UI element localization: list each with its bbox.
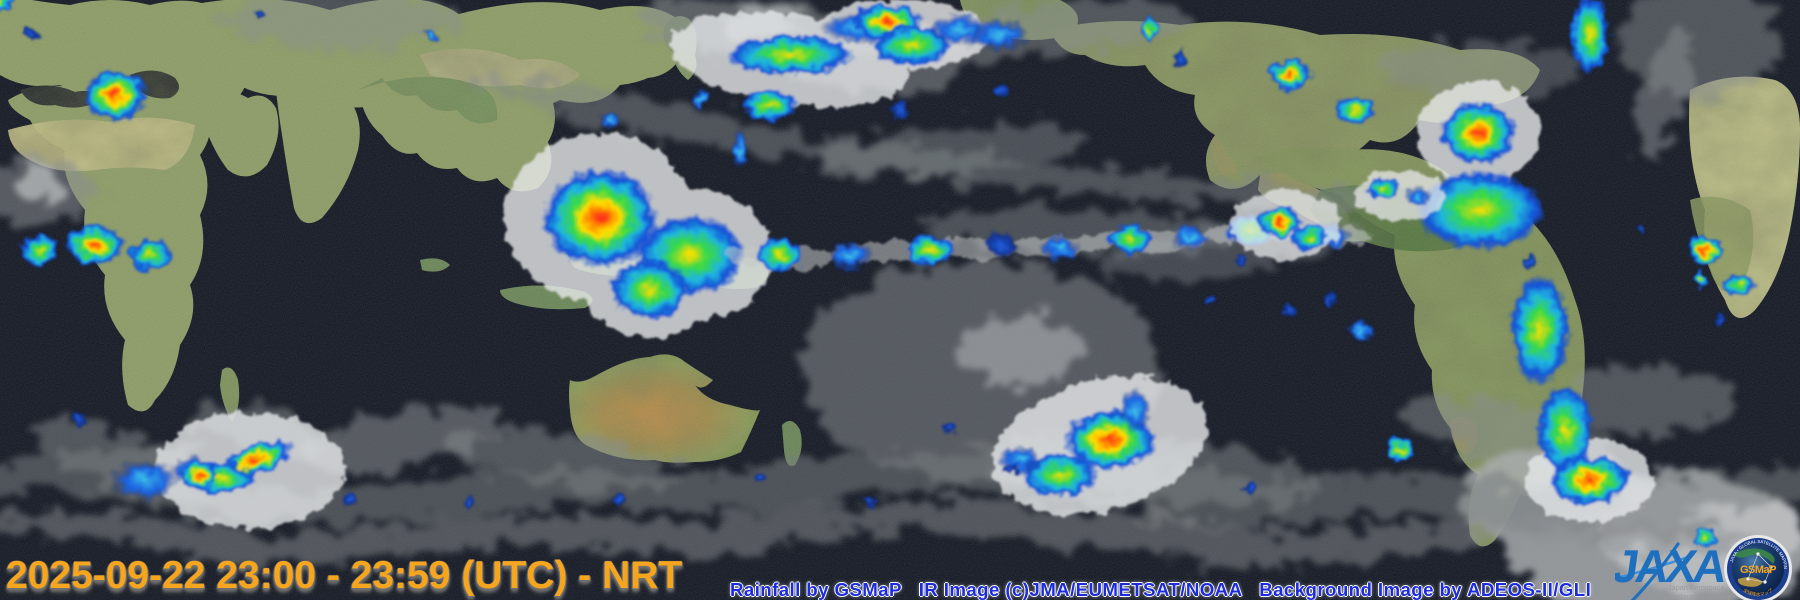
svg-text:Japan Aerospace: Japan Aerospace <box>1668 583 1724 592</box>
svg-text:GSMaP: GSMaP <box>1740 564 1776 576</box>
svg-text:Exploration Agency: Exploration Agency <box>1668 592 1731 600</box>
